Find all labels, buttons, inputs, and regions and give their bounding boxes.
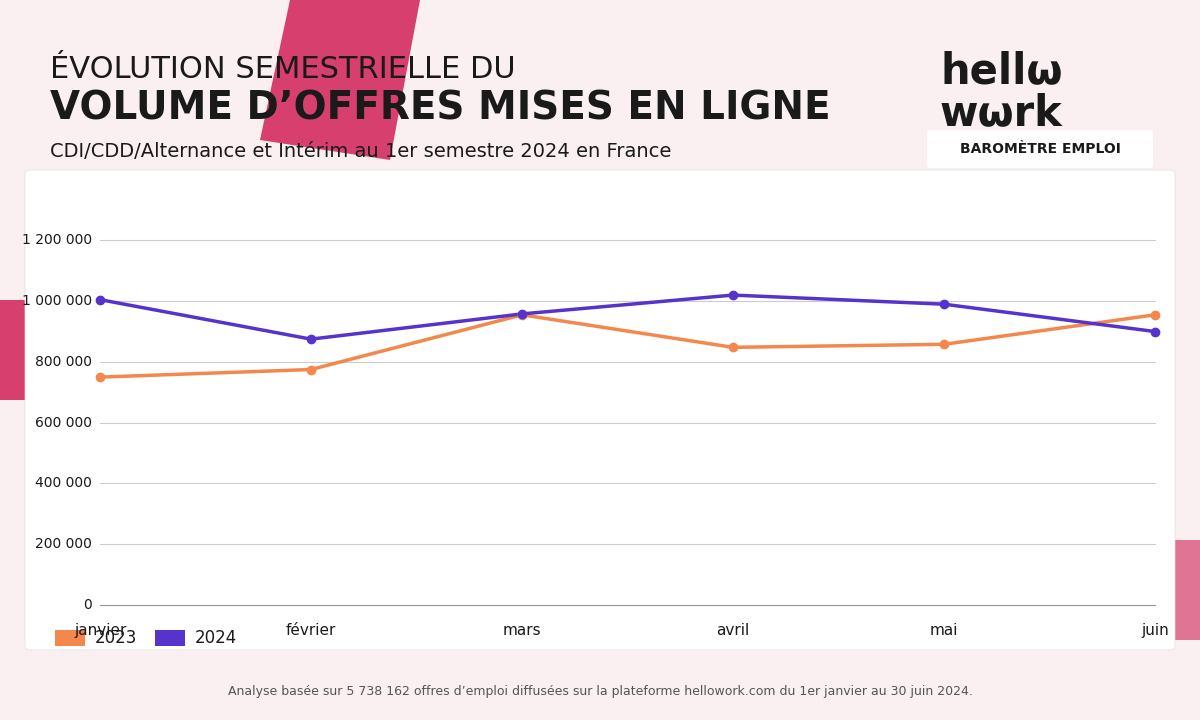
Text: VOLUME D’OFFRES MISES EN LIGNE: VOLUME D’OFFRES MISES EN LIGNE — [50, 90, 830, 128]
Text: avril: avril — [716, 623, 750, 638]
Text: 2024: 2024 — [194, 629, 238, 647]
Text: 0: 0 — [83, 598, 92, 612]
Text: hell⍵: hell⍵ — [940, 50, 1062, 92]
Text: CDI/CDD/Alternance et Intérim au 1er semestre 2024 en France: CDI/CDD/Alternance et Intérim au 1er sem… — [50, 142, 671, 161]
Text: juin: juin — [1141, 623, 1169, 638]
Text: 200 000: 200 000 — [35, 537, 92, 552]
Text: w⍵rk: w⍵rk — [940, 92, 1063, 134]
FancyBboxPatch shape — [25, 170, 1175, 650]
Text: 600 000: 600 000 — [35, 415, 92, 430]
Text: 2023: 2023 — [95, 629, 137, 647]
FancyBboxPatch shape — [155, 630, 185, 646]
Text: mai: mai — [930, 623, 959, 638]
Text: 800 000: 800 000 — [35, 355, 92, 369]
Text: 1 000 000: 1 000 000 — [22, 294, 92, 308]
Text: mars: mars — [503, 623, 541, 638]
Polygon shape — [1145, 540, 1200, 640]
Text: 1 200 000: 1 200 000 — [22, 233, 92, 248]
Polygon shape — [260, 0, 420, 160]
Text: ÉVOLUTION SEMESTRIELLE DU: ÉVOLUTION SEMESTRIELLE DU — [50, 55, 516, 84]
Text: février: février — [286, 623, 336, 638]
Text: 400 000: 400 000 — [35, 477, 92, 490]
Polygon shape — [0, 300, 55, 400]
Text: BAROMÈTRE EMPLOI: BAROMÈTRE EMPLOI — [960, 142, 1121, 156]
Text: janvier: janvier — [74, 623, 126, 638]
FancyBboxPatch shape — [928, 130, 1153, 168]
Text: Analyse basée sur 5 738 162 offres d’emploi diffusées sur la plateforme hellowor: Analyse basée sur 5 738 162 offres d’emp… — [228, 685, 972, 698]
FancyBboxPatch shape — [55, 630, 85, 646]
